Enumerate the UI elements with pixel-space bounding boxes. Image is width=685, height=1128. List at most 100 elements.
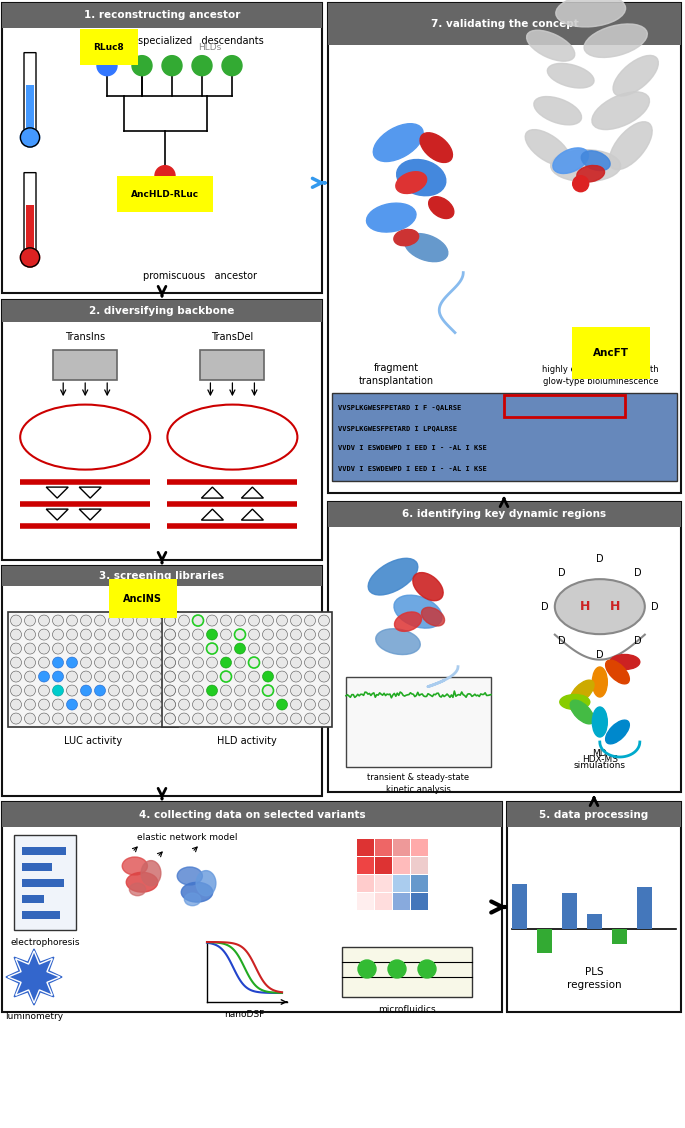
FancyBboxPatch shape [2,802,502,1012]
Circle shape [38,643,49,654]
Ellipse shape [413,573,443,601]
Ellipse shape [582,151,610,170]
Circle shape [97,55,117,76]
Text: VVSPLKGWESFPETARD I LPQALRSE: VVSPLKGWESFPETARD I LPQALRSE [338,425,457,431]
Circle shape [10,615,21,626]
Circle shape [10,656,21,668]
FancyBboxPatch shape [2,300,322,323]
Circle shape [38,671,49,682]
Circle shape [25,699,36,710]
FancyBboxPatch shape [537,928,552,953]
Circle shape [53,643,64,654]
Ellipse shape [394,229,419,246]
Circle shape [164,685,175,696]
Circle shape [221,699,232,710]
Circle shape [277,656,288,668]
Text: D: D [651,601,658,611]
Circle shape [66,671,77,682]
Circle shape [21,127,40,147]
Circle shape [95,629,105,640]
FancyBboxPatch shape [393,839,410,856]
Ellipse shape [555,579,645,634]
Circle shape [108,685,119,696]
Circle shape [66,713,77,724]
Polygon shape [201,509,223,520]
Circle shape [66,643,77,654]
FancyBboxPatch shape [2,300,322,559]
Circle shape [262,671,273,682]
FancyBboxPatch shape [24,173,36,253]
Circle shape [151,643,162,654]
Circle shape [81,713,92,724]
Circle shape [221,615,232,626]
Polygon shape [6,949,62,1005]
FancyBboxPatch shape [393,875,410,892]
Circle shape [136,656,147,668]
Polygon shape [241,509,264,520]
Circle shape [95,656,105,668]
Text: D: D [634,567,642,578]
Text: VVSPLKGWESFPETARD I F -QALRSE: VVSPLKGWESFPETARD I F -QALRSE [338,404,461,411]
Circle shape [81,671,92,682]
Text: 5. data processing: 5. data processing [539,810,649,820]
Circle shape [179,643,190,654]
Circle shape [81,629,92,640]
Circle shape [192,671,203,682]
Circle shape [21,248,40,267]
Circle shape [179,615,190,626]
Circle shape [290,671,301,682]
Circle shape [123,643,134,654]
Circle shape [136,685,147,696]
FancyBboxPatch shape [357,875,374,892]
Ellipse shape [129,883,146,896]
Circle shape [234,615,245,626]
Circle shape [290,629,301,640]
Circle shape [305,643,316,654]
Circle shape [319,699,329,710]
Circle shape [262,615,273,626]
Circle shape [305,629,316,640]
Circle shape [108,699,119,710]
FancyBboxPatch shape [22,879,64,888]
FancyBboxPatch shape [26,204,34,253]
Circle shape [81,656,92,668]
Text: 2. diversifying backbone: 2. diversifying backbone [89,306,235,316]
Circle shape [277,629,288,640]
FancyBboxPatch shape [22,863,52,871]
Circle shape [305,615,316,626]
Text: PLS
regression: PLS regression [566,967,621,990]
Ellipse shape [547,63,594,88]
Polygon shape [79,509,101,520]
Ellipse shape [592,91,649,130]
Circle shape [206,685,218,696]
Circle shape [206,656,218,668]
Circle shape [25,615,36,626]
Text: D: D [558,567,566,578]
FancyBboxPatch shape [411,857,428,874]
Circle shape [95,713,105,724]
Circle shape [319,713,329,724]
Circle shape [319,685,329,696]
Circle shape [319,643,329,654]
Circle shape [234,713,245,724]
FancyBboxPatch shape [393,857,410,874]
Circle shape [25,671,36,682]
Circle shape [95,685,105,696]
FancyBboxPatch shape [328,502,681,792]
Circle shape [108,656,119,668]
Circle shape [151,656,162,668]
Circle shape [53,699,64,710]
Circle shape [164,671,175,682]
Circle shape [108,615,119,626]
Circle shape [222,55,242,76]
Circle shape [66,685,77,696]
Ellipse shape [196,871,216,896]
Circle shape [192,685,203,696]
Ellipse shape [556,0,625,27]
Polygon shape [79,487,101,499]
Circle shape [249,615,260,626]
Polygon shape [241,487,264,499]
Circle shape [123,685,134,696]
Circle shape [164,656,175,668]
Circle shape [38,615,49,626]
